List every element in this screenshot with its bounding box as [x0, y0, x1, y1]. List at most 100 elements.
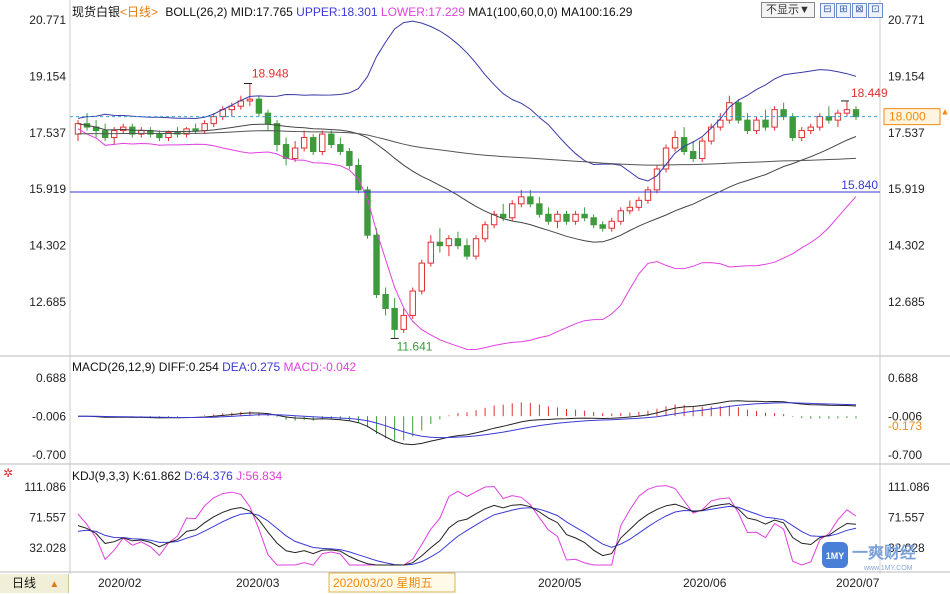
x-axis-label: 2020/03 — [236, 576, 280, 590]
candle[interactable] — [400, 314, 407, 330]
candle[interactable] — [644, 189, 652, 201]
candle[interactable] — [436, 241, 444, 247]
candle[interactable] — [798, 130, 805, 139]
close-panel-button[interactable]: ⊠ — [852, 3, 867, 18]
candle[interactable] — [698, 140, 706, 159]
crosshair-icon[interactable]: ✲ — [3, 466, 14, 480]
candle[interactable] — [671, 137, 679, 149]
candle[interactable] — [762, 119, 769, 128]
candle[interactable] — [572, 213, 579, 222]
candle[interactable] — [445, 238, 453, 247]
candle[interactable] — [680, 137, 688, 153]
candle[interactable] — [662, 147, 670, 170]
candle[interactable] — [427, 241, 435, 264]
candle[interactable] — [689, 151, 697, 159]
candle[interactable] — [635, 199, 643, 208]
candle[interactable] — [382, 294, 389, 309]
candle[interactable] — [599, 224, 606, 229]
candle[interactable] — [364, 189, 371, 236]
boll-label: BOLL(26,2) — [165, 5, 228, 19]
candle[interactable] — [255, 98, 263, 114]
candle[interactable] — [337, 144, 344, 153]
candle[interactable] — [210, 116, 217, 125]
ma100-line — [77, 130, 857, 166]
minimize-panel-button[interactable]: ⊟ — [820, 3, 835, 18]
candle[interactable] — [536, 203, 543, 215]
hide-indicator-dropdown[interactable]: 不显示▼ — [761, 2, 815, 18]
candle[interactable] — [328, 133, 335, 146]
macd-diff: DIFF:0.254 — [158, 360, 219, 374]
candle[interactable] — [373, 234, 380, 296]
x-axis-label: 2020/03/20 星期五 — [333, 576, 432, 590]
candle[interactable] — [472, 238, 480, 257]
period-button[interactable]: 日线 ▲ — [0, 574, 69, 593]
candle[interactable] — [319, 133, 326, 153]
candle[interactable] — [771, 109, 778, 128]
candle[interactable] — [291, 147, 299, 159]
candle[interactable] — [626, 206, 634, 212]
candle[interactable] — [418, 262, 425, 292]
candle[interactable] — [120, 126, 127, 132]
candle[interactable] — [581, 213, 588, 219]
candle[interactable] — [608, 220, 615, 229]
candle[interactable] — [518, 196, 525, 205]
candle[interactable] — [545, 213, 552, 222]
candle[interactable] — [753, 119, 760, 132]
maximize-panel-button[interactable]: ⊞ — [836, 3, 851, 18]
price-axis-tick-right: 17.537 — [888, 126, 925, 140]
candle[interactable] — [499, 213, 507, 219]
candle[interactable] — [807, 126, 814, 132]
candle[interactable] — [346, 151, 353, 166]
candle[interactable] — [192, 128, 199, 132]
candle[interactable] — [490, 213, 498, 226]
candle[interactable] — [789, 116, 796, 139]
macd-panel[interactable] — [77, 400, 857, 446]
kdj-label: KDJ(9,3,3) — [72, 469, 130, 483]
candle[interactable] — [156, 133, 163, 139]
boll-lower: LOWER:17.229 — [380, 5, 465, 19]
settings-panel-button[interactable]: ⊡ — [868, 3, 883, 18]
x-axis-label: 2020/06 — [683, 576, 727, 590]
candle[interactable] — [852, 109, 860, 118]
candle[interactable] — [409, 290, 416, 316]
candle[interactable] — [165, 131, 172, 139]
candle[interactable] — [228, 105, 236, 111]
candle[interactable] — [590, 217, 597, 226]
candle[interactable] — [481, 224, 489, 240]
kdj-panel[interactable] — [77, 485, 857, 566]
candle[interactable] — [735, 102, 742, 121]
x-axis-label: 2020/07 — [836, 576, 880, 590]
candle[interactable] — [843, 109, 851, 114]
instrument-title: 现货白银 — [72, 5, 121, 19]
candle[interactable] — [653, 168, 661, 191]
kdj-j: J:56.834 — [236, 469, 283, 483]
price-panel[interactable]: 15.840 18.000 ▲ 18.948 18.449 11.641 — [70, 20, 950, 353]
candle[interactable] — [563, 213, 570, 222]
candle[interactable] — [617, 210, 625, 222]
candle[interactable] — [273, 123, 281, 146]
candle[interactable] — [309, 137, 317, 153]
candle[interactable] — [554, 213, 561, 222]
candle[interactable] — [825, 116, 833, 121]
candle[interactable] — [201, 123, 208, 132]
candle[interactable] — [744, 119, 751, 132]
candle[interactable] — [816, 116, 824, 128]
candle[interactable] — [391, 307, 398, 330]
boll-upper-line — [77, 20, 857, 182]
candle[interactable] — [463, 245, 471, 257]
candle[interactable] — [708, 126, 715, 142]
price-axis-tick-left: 15.919 — [29, 182, 66, 196]
candle[interactable] — [780, 109, 787, 118]
candle[interactable] — [454, 238, 462, 247]
candle[interactable] — [264, 112, 272, 125]
candle[interactable] — [300, 137, 308, 149]
price-arrow-icon: ▲ — [941, 107, 950, 117]
candle[interactable] — [717, 119, 724, 128]
candle[interactable] — [282, 144, 290, 159]
candle[interactable] — [355, 164, 362, 191]
candle[interactable] — [246, 98, 254, 102]
price-axis-tick-left: 14.302 — [29, 239, 66, 253]
candle[interactable] — [509, 203, 516, 219]
candle[interactable] — [527, 196, 534, 205]
